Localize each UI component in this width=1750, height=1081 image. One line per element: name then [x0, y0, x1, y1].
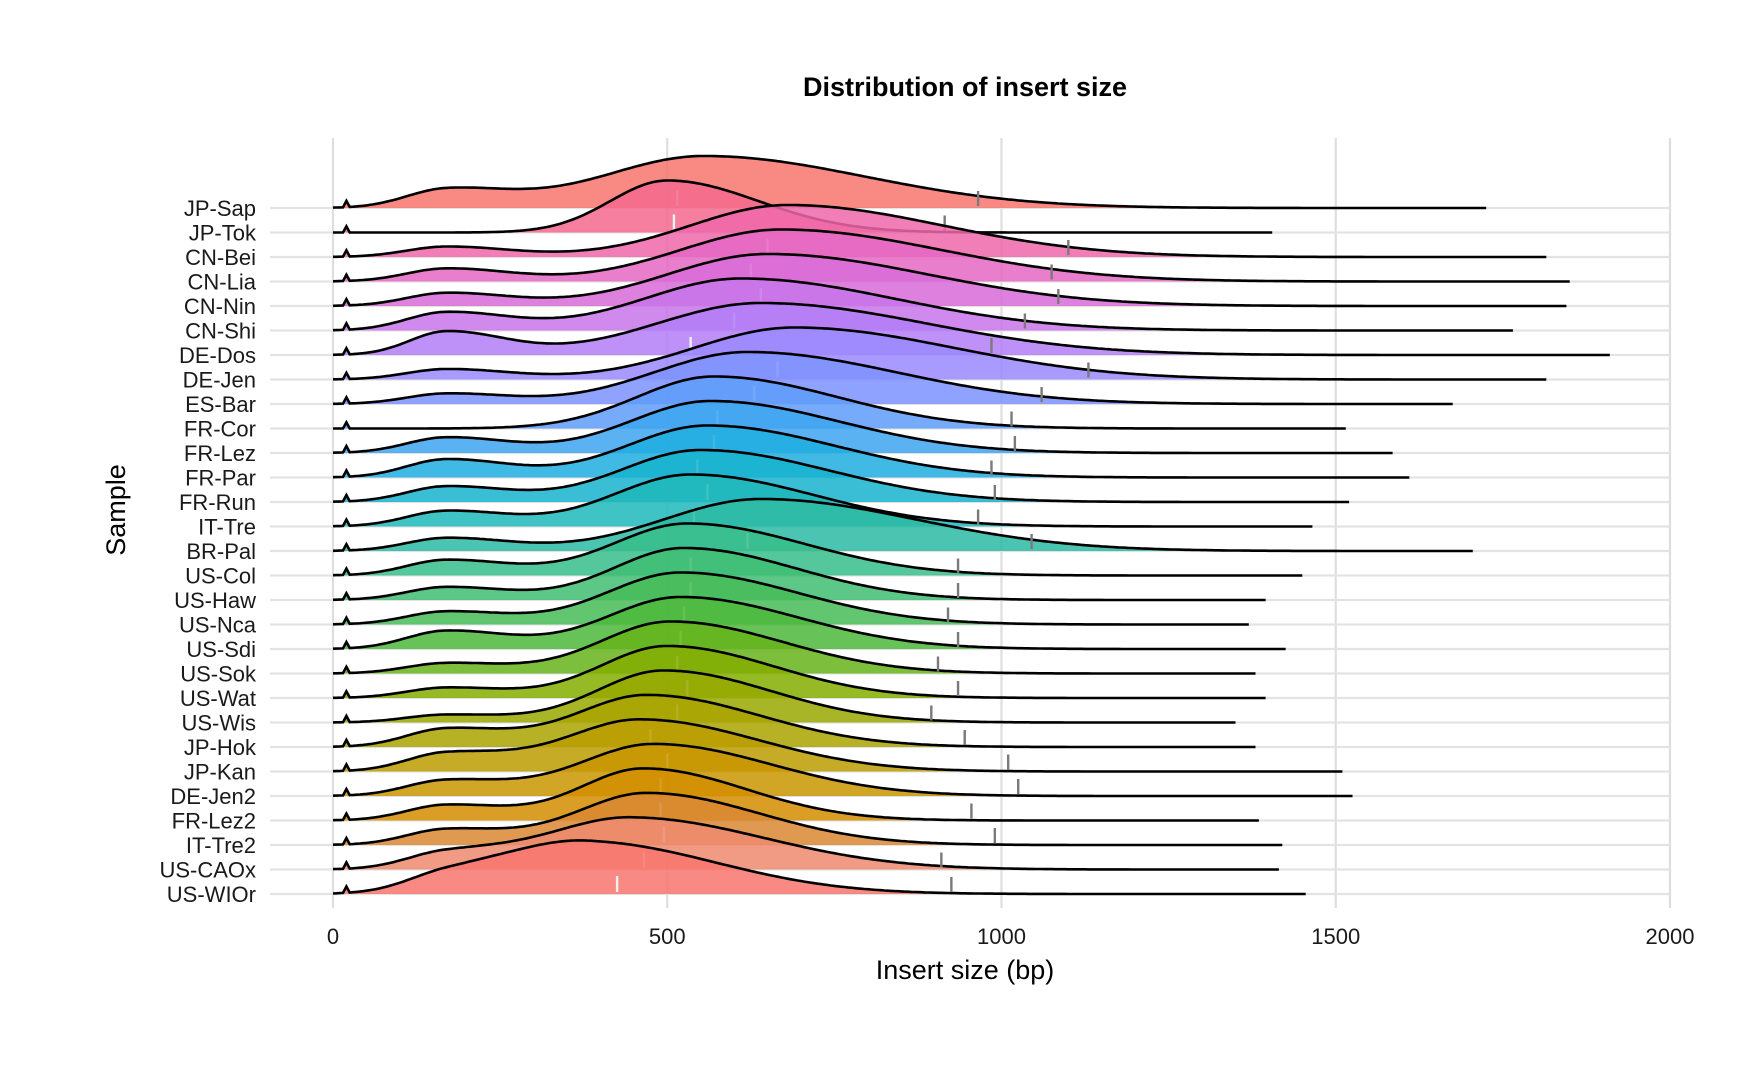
ridge-line — [332, 448, 1350, 504]
y-tick-label: JP-Hok — [184, 735, 257, 760]
ridge-line — [332, 839, 1306, 896]
ridge-line — [332, 277, 1513, 332]
x-tick-label: 1500 — [1311, 924, 1360, 949]
ridge-area — [333, 229, 1570, 282]
x-tick-label: 0 — [327, 924, 339, 949]
chart-title: Distribution of insert size — [803, 72, 1127, 102]
ridge-line — [332, 252, 1567, 308]
ridge-line — [332, 571, 1249, 626]
y-tick-label: US-Sdi — [186, 637, 256, 662]
ridge-area — [333, 670, 1236, 723]
ridge-line — [332, 693, 1256, 749]
y-axis-ticks: JP-SapJP-TokCN-BeiCN-LiaCN-NinCN-ShiDE-D… — [159, 196, 257, 907]
ridge-area — [333, 646, 1266, 698]
y-tick-label: US-Sok — [180, 662, 257, 687]
y-tick-label: IT-Tre — [198, 515, 256, 540]
x-tick-label: 1000 — [977, 924, 1026, 949]
ridge-line — [332, 718, 1343, 773]
ridge-area — [333, 621, 1256, 674]
y-tick-label: US-CAOx — [159, 858, 256, 883]
y-tick-label: IT-Tre2 — [186, 833, 256, 858]
ridge-line — [333, 203, 1547, 259]
x-axis-ticks: 0 500 1000 1500 2000 — [327, 924, 1695, 949]
y-tick-label: DE-Jen2 — [170, 784, 256, 809]
ridge-area — [333, 327, 1547, 380]
y-tick-label: BR-Pal — [186, 539, 256, 564]
y-tick-label: CN-Nin — [184, 294, 256, 319]
ridge-area — [333, 694, 1256, 747]
y-tick-label: CN-Shi — [185, 319, 256, 344]
ridge-area — [333, 450, 1350, 502]
y-tick-label: FR-Cor — [184, 417, 256, 442]
y-tick-label: FR-Lez — [184, 441, 256, 466]
y-tick-label: DE-Dos — [179, 343, 256, 368]
y-tick-label: FR-Run — [179, 490, 256, 515]
y-tick-label: US-WIOr — [167, 882, 256, 907]
y-tick-label: CN-Lia — [188, 270, 257, 295]
ridge-area — [333, 597, 1286, 649]
ridge-area — [333, 840, 1306, 894]
y-axis-title: Sample — [101, 464, 131, 556]
ridge-line — [332, 154, 1487, 210]
y-tick-label: DE-Jen — [183, 368, 256, 393]
y-tick-label: JP-Sap — [184, 196, 256, 221]
ridge-area — [333, 768, 1259, 821]
ridge-area — [333, 352, 1453, 404]
ridge-line — [332, 424, 1410, 479]
ridge-line — [333, 620, 1256, 675]
ridge-line — [332, 742, 1353, 798]
y-tick-label: JP-Tok — [189, 221, 257, 246]
ridge-jp-sap — [332, 154, 1487, 210]
y-tick-label: US-Haw — [174, 588, 256, 613]
y-tick-label: US-Col — [185, 564, 256, 589]
ridge-area — [333, 499, 1473, 551]
x-tick-label: 500 — [649, 924, 686, 949]
y-tick-label: CN-Bei — [185, 245, 256, 270]
ridges — [332, 154, 1610, 896]
ridge-line — [333, 350, 1453, 406]
ridge-area — [333, 401, 1393, 453]
y-tick-label: FR-Par — [185, 466, 256, 491]
ridge-area — [333, 156, 1487, 208]
ridge-us-wior — [332, 839, 1306, 896]
y-tick-label: ES-Bar — [185, 392, 256, 417]
ridge-line — [333, 375, 1346, 430]
ridge-area — [333, 474, 1313, 527]
y-tick-label: US-Nca — [179, 613, 257, 638]
ridge-area — [333, 205, 1547, 257]
ridge-line — [333, 644, 1266, 700]
ridge-line — [332, 497, 1473, 553]
x-tick-label: 2000 — [1646, 924, 1695, 949]
ridge-line — [332, 669, 1236, 724]
y-tick-label: JP-Kan — [184, 760, 256, 785]
ridge-area — [333, 719, 1343, 772]
ridge-line — [332, 546, 1266, 602]
x-axis-title: Insert size (bp) — [876, 955, 1055, 985]
y-tick-label: FR-Lez2 — [172, 809, 256, 834]
ridge-line — [332, 399, 1393, 455]
ridge-area — [333, 548, 1266, 600]
ridge-line — [332, 228, 1570, 283]
ridge-line — [332, 473, 1313, 528]
ridge-line — [332, 522, 1303, 577]
ridge-line — [332, 301, 1610, 357]
y-tick-label: US-Wis — [181, 711, 256, 736]
ridge-area — [333, 303, 1610, 355]
ridge-line — [332, 767, 1259, 822]
ridge-area — [333, 425, 1410, 478]
ridge-area — [333, 572, 1249, 625]
ridge-line — [332, 815, 1279, 871]
ridge-line — [332, 595, 1286, 651]
ridge-area — [333, 523, 1303, 576]
ridge-line — [333, 326, 1547, 381]
y-tick-label: US-Wat — [180, 686, 256, 711]
ridge-line — [332, 791, 1283, 847]
